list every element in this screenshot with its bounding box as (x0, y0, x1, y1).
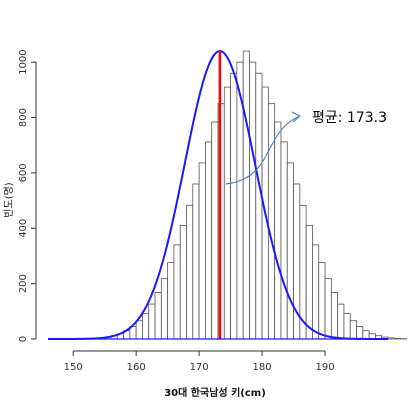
y-tick-label: 0 (18, 336, 29, 342)
histogram-bar (343, 313, 351, 340)
histogram-bar (142, 313, 150, 340)
histogram-bar (387, 337, 395, 340)
histogram-bar (362, 330, 370, 340)
x-tick-label: 150 (64, 362, 83, 373)
y-tick-label: 800 (18, 108, 29, 127)
histogram-bar (167, 262, 175, 340)
histogram-bar (318, 262, 326, 340)
histogram-bar (267, 103, 276, 340)
histogram-bar (223, 86, 231, 340)
y-tick-label: 1000 (18, 49, 29, 74)
x-tick-label: 190 (315, 362, 334, 373)
normal-density-curve (48, 50, 388, 340)
histogram-bar (312, 244, 320, 340)
histogram-bar (324, 278, 332, 340)
histogram-bar (330, 292, 339, 340)
mean-annotation-label: 평균: 173.3 (312, 110, 387, 126)
histogram-bar (249, 61, 257, 340)
histogram-bar (305, 225, 313, 340)
y-tick-label: 200 (18, 274, 29, 293)
histogram-bars (85, 50, 408, 340)
x-axis-title: 30대 한국남성 키(cm) (164, 386, 266, 399)
y-axis-title: 빈도(명) (3, 182, 15, 218)
x-tick-label: 160 (127, 362, 146, 373)
y-tick-label: 600 (18, 163, 29, 182)
histogram-bar (211, 121, 219, 340)
annotation-arrow (225, 115, 301, 185)
histogram-bar (192, 183, 200, 340)
histogram-bar (198, 162, 206, 340)
histogram-bar (349, 320, 357, 340)
histogram-bar (186, 204, 194, 340)
histogram-bar (356, 326, 364, 340)
histogram-bar (148, 303, 156, 340)
histogram-bar (255, 72, 263, 340)
histogram-bar (135, 320, 143, 340)
histogram-bar (286, 162, 294, 340)
histogram-bar (280, 141, 288, 340)
axes: 150 160 170 180 190 0 200 400 600 800 1000 (18, 49, 388, 373)
histogram-bar (179, 225, 187, 340)
histogram-bar (160, 278, 169, 340)
histogram-bar (242, 50, 250, 340)
histogram-bar (154, 292, 162, 340)
histogram-bar (205, 141, 213, 340)
histogram-bar (274, 121, 282, 340)
histogram-bar (393, 338, 401, 340)
y-tick-label: 400 (18, 219, 29, 238)
x-tick-label: 170 (190, 362, 209, 373)
annotation-arrowhead (291, 111, 301, 123)
histogram-bar (173, 244, 181, 340)
x-tick-label: 180 (253, 362, 272, 373)
histogram-bar (230, 72, 238, 340)
histogram-bar (337, 303, 345, 340)
